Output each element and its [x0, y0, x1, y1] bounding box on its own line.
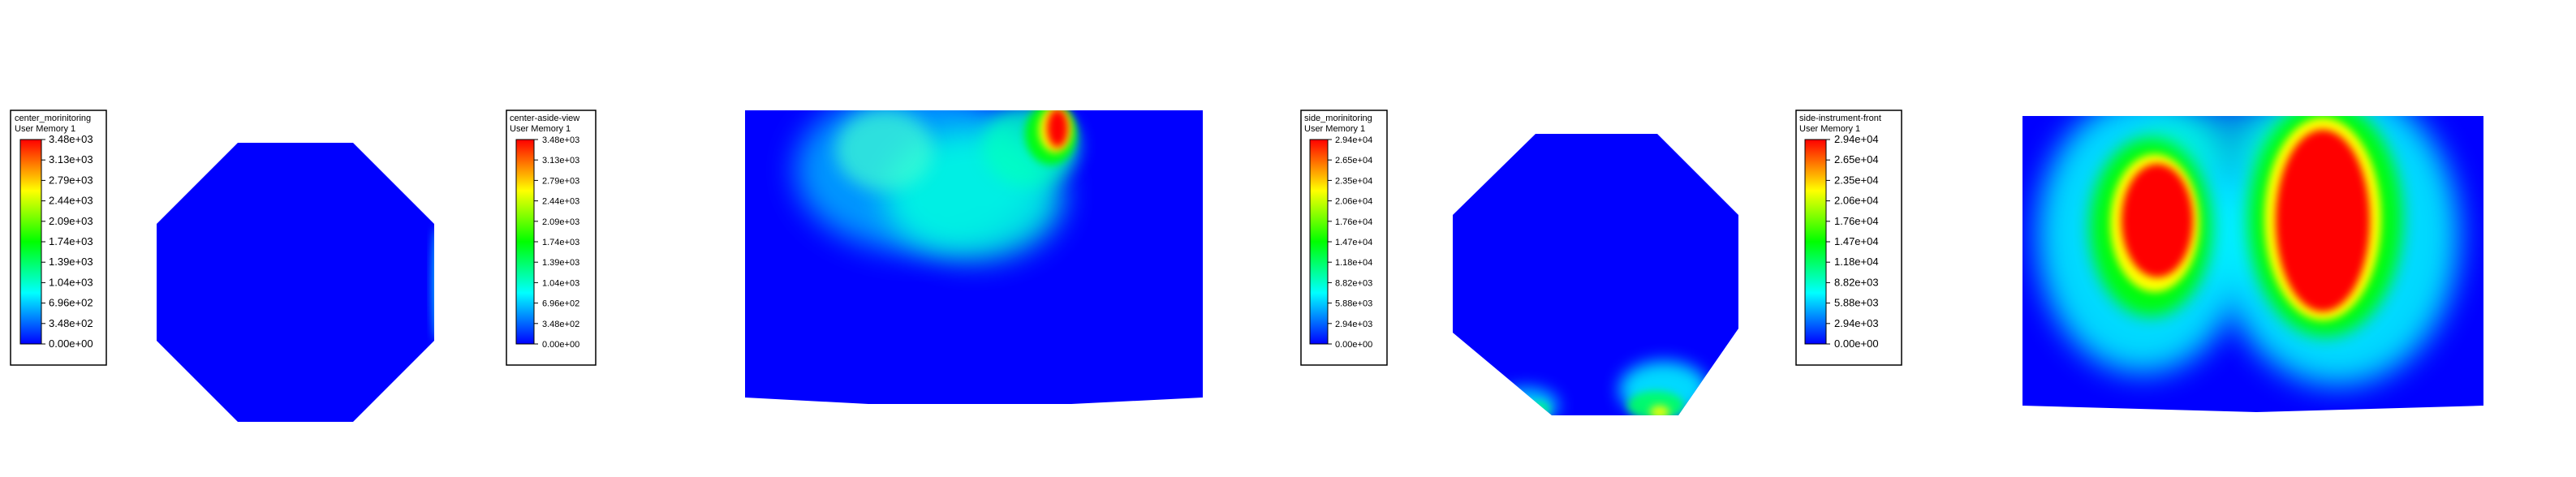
colorbar-tick-label: 6.96e+02 [542, 299, 579, 309]
colorbar-tick-label: 2.44e+03 [542, 197, 579, 207]
colorbar-tick-label: 1.18e+04 [1834, 256, 1879, 268]
colorbar-tick-label: 1.76e+04 [1834, 215, 1879, 227]
contour-plot-center-top [157, 143, 434, 422]
colorbar-tick-label: 8.82e+03 [1834, 276, 1879, 288]
colorbar-tick-label: 2.06e+04 [1335, 197, 1372, 207]
legend-subtitle: User Memory 1 [15, 124, 75, 134]
colorbar-tick-label: 1.04e+03 [542, 278, 579, 288]
colorbar-tick-label: 0.00e+00 [1834, 337, 1879, 350]
colorbar-tick-label: 3.13e+03 [49, 153, 93, 165]
legend-title: center_morinitoring [15, 114, 91, 123]
colorbar-tick-label: 2.79e+03 [542, 176, 579, 186]
colorbar-tick-label: 2.09e+03 [542, 217, 579, 227]
legend-side-morinitoring: side_morinitoring User Memory 1 2.94e+04… [1300, 110, 1388, 366]
colorbar-tick-label: 8.82e+03 [1335, 278, 1372, 288]
colorbar-tick-label: 1.39e+03 [542, 258, 579, 268]
colorbar-tick-label: 6.96e+02 [49, 297, 93, 309]
colorbar-tick-label: 2.94e+03 [1834, 317, 1879, 329]
colorbar-tick-label: 2.79e+03 [49, 174, 93, 186]
legend-side-instrument-front: side-instrument-front User Memory 1 2.94… [1795, 110, 1902, 366]
legend-title: center-aside-view [510, 114, 579, 123]
colorbar-tick-label: 3.48e+02 [49, 317, 93, 329]
colorbar [1804, 139, 1827, 345]
colorbar-tick-label: 1.18e+04 [1335, 258, 1372, 268]
colorbar-tick-label: 2.44e+03 [49, 195, 93, 207]
colorbar [1309, 139, 1329, 345]
colorbar-tick-label: 1.76e+04 [1335, 217, 1372, 227]
colorbar-tick-label: 2.65e+04 [1834, 153, 1879, 165]
colorbar-tick-label: 0.00e+00 [1335, 340, 1372, 350]
colorbar [515, 139, 535, 345]
colorbar-tick-label: 5.88e+03 [1335, 299, 1372, 309]
contour-plot-side-top [1453, 134, 1738, 415]
contour-plot-center-side [745, 110, 1203, 404]
colorbar-tick-label: 2.65e+04 [1335, 156, 1372, 165]
colorbar-tick-label: 3.48e+02 [542, 320, 579, 329]
colorbar-tick-label: 0.00e+00 [49, 337, 93, 350]
legend-subtitle: User Memory 1 [510, 124, 571, 134]
colorbar-tick-label: 2.09e+03 [49, 215, 93, 227]
colorbar-tick-label: 2.35e+04 [1335, 176, 1372, 186]
legend-center-aside-view: center-aside-view User Memory 1 3.48e+03… [506, 110, 597, 366]
colorbar-tick-label: 2.94e+04 [1834, 133, 1879, 145]
colorbar-tick-label: 3.13e+03 [542, 156, 579, 165]
colorbar [19, 139, 42, 345]
legend-subtitle: User Memory 1 [1304, 124, 1365, 134]
legend-title: side_morinitoring [1304, 114, 1372, 123]
colorbar-tick-label: 1.47e+04 [1335, 238, 1372, 247]
contour-plot-side-front [2022, 116, 2483, 412]
colorbar-tick-label: 1.39e+03 [49, 256, 93, 268]
colorbar-tick-label: 2.06e+04 [1834, 195, 1879, 207]
colorbar-tick-label: 2.35e+04 [1834, 174, 1879, 186]
colorbar-tick-label: 2.94e+04 [1335, 135, 1372, 145]
legend-subtitle: User Memory 1 [1799, 124, 1860, 134]
legend-center-morinitoring: center_morinitoring User Memory 1 3.48e+… [10, 110, 107, 366]
legend-title: side-instrument-front [1799, 114, 1881, 123]
colorbar-tick-label: 5.88e+03 [1834, 297, 1879, 309]
colorbar-tick-label: 2.94e+03 [1335, 320, 1372, 329]
colorbar-tick-label: 3.48e+03 [542, 135, 579, 145]
colorbar-tick-label: 1.74e+03 [49, 235, 93, 247]
colorbar-tick-label: 0.00e+00 [542, 340, 579, 350]
colorbar-tick-label: 1.04e+03 [49, 276, 93, 288]
colorbar-tick-label: 1.47e+04 [1834, 235, 1879, 247]
colorbar-tick-label: 3.48e+03 [49, 133, 93, 145]
colorbar-tick-label: 1.74e+03 [542, 238, 579, 247]
